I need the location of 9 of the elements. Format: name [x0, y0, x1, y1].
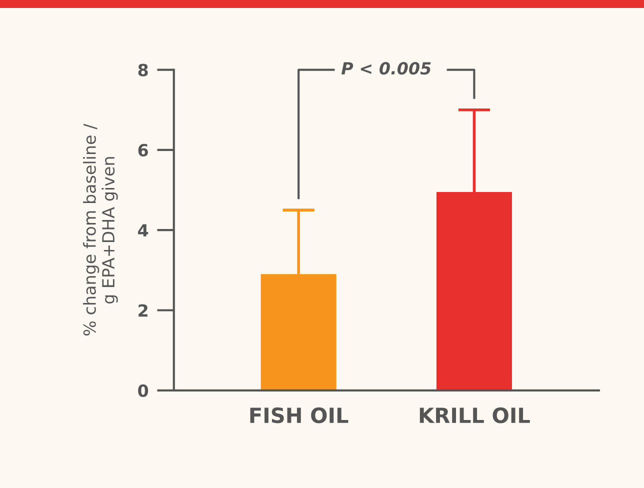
- y-tick-label: 8: [138, 64, 148, 76]
- y-tick-label: 2: [138, 304, 148, 317]
- y-tick-label: 4: [138, 224, 148, 236]
- annotation: P < 0.005: [342, 62, 431, 75]
- y-tick-label: 6: [138, 144, 148, 157]
- y-axis-title: % change from baseline / g EPA+DHA given: [83, 124, 118, 336]
- y-tick-label: 0: [138, 384, 148, 397]
- x-tick-label: FISH OIL: [250, 407, 348, 424]
- x-tick-label: KRILL OIL: [420, 407, 530, 424]
